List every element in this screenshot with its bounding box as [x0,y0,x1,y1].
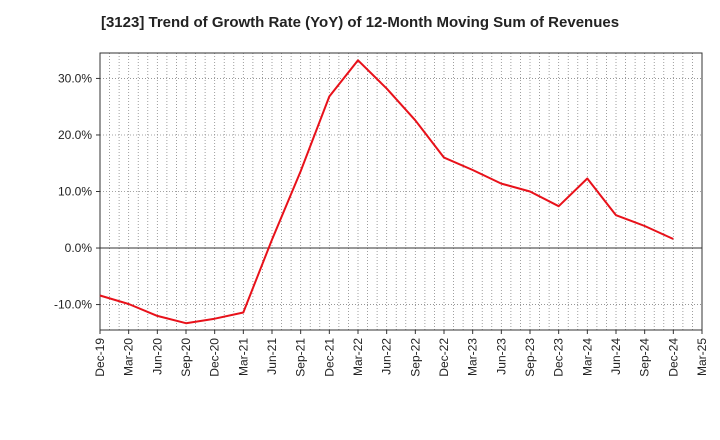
x-tick-label: Dec-21 [322,338,336,377]
data-point [528,190,532,194]
x-tick-label: Jun-24 [609,338,623,375]
x-tick-label: Mar-24 [580,338,594,376]
data-point [413,118,417,122]
x-tick-label: Dec-19 [93,338,107,377]
y-tick-label: 0.0% [65,241,93,255]
data-point [155,314,159,318]
x-tick-label: Jun-21 [265,338,279,375]
data-point [499,182,503,186]
x-tick-label: Sep-24 [638,338,652,377]
y-tick-label: 30.0% [58,71,92,85]
x-tick-label: Dec-20 [208,338,222,377]
x-tick-label: Sep-21 [294,338,308,377]
chart-title: [3123] Trend of Growth Rate (YoY) of 12-… [100,14,620,31]
series-line [99,59,674,325]
data-point [213,317,217,321]
data-point [327,95,331,99]
y-tick-label: -10.0% [54,298,92,312]
x-tick-label: Mar-20 [122,338,136,376]
y-tick-label: 20.0% [58,128,92,142]
data-point [270,238,274,242]
data-point [643,224,647,228]
data-point [98,294,102,298]
y-axis-ticks: -10.0% 0.0% 10.0% 20.0% 30.0% [54,71,100,312]
data-point [299,169,303,173]
grid-lines [100,53,702,330]
x-tick-label: Sep-22 [408,338,422,377]
series-layer [98,58,675,325]
x-tick-label: Mar-22 [351,338,365,376]
data-point [557,204,561,208]
x-tick-label: Sep-23 [523,338,537,377]
data-point [471,168,475,172]
y-tick-label: 10.0% [58,185,92,199]
x-axis-ticks: Dec-19 Mar-20 Jun-20 Sep-20 Dec-20 Mar-21 Jun-… [93,330,709,377]
data-point [385,87,389,91]
data-point [442,156,446,160]
data-point [241,310,245,314]
x-tick-label: Dec-24 [666,338,680,377]
data-point [614,213,618,217]
x-tick-label: Mar-21 [236,338,250,376]
x-tick-label: Mar-23 [466,338,480,376]
x-tick-label: Jun-20 [150,338,164,375]
data-point [356,58,360,62]
x-tick-label: Jun-23 [494,338,508,375]
x-tick-label: Sep-20 [179,338,193,377]
x-tick-label: Dec-22 [437,338,451,377]
x-tick-label: Jun-22 [380,338,394,375]
x-tick-label: Mar-25 [695,338,709,376]
data-point [127,302,131,306]
data-point [585,176,589,180]
data-point [671,237,675,241]
data-point [184,321,188,325]
x-tick-label: Dec-23 [552,338,566,377]
